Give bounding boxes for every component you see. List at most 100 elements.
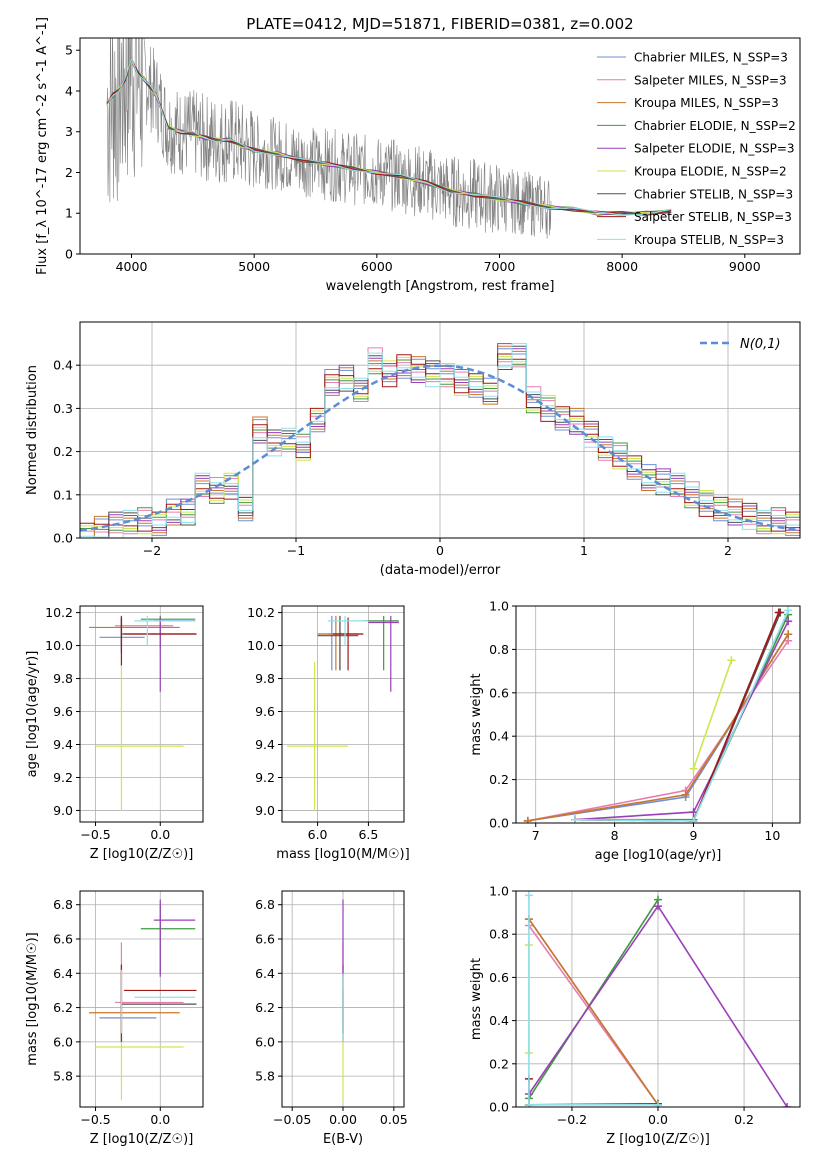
data-point-marker xyxy=(689,808,698,817)
y-tick-label: 6.6 xyxy=(53,932,73,947)
x-tick-label: −0.5 xyxy=(80,1112,110,1127)
plot-content xyxy=(287,615,399,811)
panel-age_vs_Z: −0.5 0.0 9.0 9.2 9.4 9.6 9.8 10.0 10.2 Z [log10(Z… xyxy=(25,605,204,862)
x-tick-label: 6.5 xyxy=(358,827,378,842)
y-tick-label: 10.0 xyxy=(247,638,275,653)
plot-content xyxy=(89,899,197,1101)
plot-content xyxy=(89,615,197,811)
x-axis-label: Z [log10(Z/Z☉)] xyxy=(90,1132,194,1147)
series-line-kroupa-miles xyxy=(528,918,659,1106)
panel-weight_vs_age: 7 8 9 10 0.0 0.2 0.4 0.6 0.8 1.0 age [log10(age/yr… xyxy=(469,599,801,863)
y-tick-label: 0.0 xyxy=(489,1100,509,1115)
x-tick-label: 6.0 xyxy=(308,827,328,842)
y-tick-label: 5.8 xyxy=(255,1069,275,1084)
x-tick-label: 0.00 xyxy=(329,1112,357,1127)
y-tick-label: 0.0 xyxy=(489,816,509,831)
plot-area xyxy=(282,606,404,822)
legend: Chabrier MILES, N_SSP=3 Salpeter MILES, N… xyxy=(597,51,796,247)
x-tick-label: −0.5 xyxy=(80,827,110,842)
y-tick-label: 0.0 xyxy=(53,531,73,546)
y-tick-label: 9.4 xyxy=(53,737,73,752)
y-tick-label: 6.8 xyxy=(255,897,275,912)
legend-label: Chabrier STELIB, N_SSP=3 xyxy=(634,187,793,201)
y-axis-label: mass weight xyxy=(469,673,484,755)
x-tick-label: 0.2 xyxy=(734,1112,754,1127)
y-axis-label: Flux [f_λ 10^-17 erg cm^-2 s^-1 A^-1] xyxy=(35,17,50,275)
panel-ebv: −0.05 0.00 0.05 5.8 6.0 6.2 6.4 6.6 6.8 E(B-V) xyxy=(255,890,408,1147)
x-tick-label: 2 xyxy=(724,543,732,558)
y-tick-label: 0.1 xyxy=(53,487,73,502)
data-point-marker xyxy=(784,606,793,615)
legend-label: Kroupa MILES, N_SSP=3 xyxy=(634,96,779,110)
y-axis-label: Normed distribution xyxy=(25,365,40,495)
y-tick-label: 4 xyxy=(65,83,73,98)
axes-frame xyxy=(281,605,405,823)
x-axis-label: Z [log10(Z/Z☉)] xyxy=(90,847,194,862)
plot-content xyxy=(523,606,793,823)
y-tick-label: 6.2 xyxy=(255,1000,275,1015)
x-tick-label: 0.0 xyxy=(150,827,170,842)
data-point-marker xyxy=(784,617,793,626)
y-tick-label: 6.2 xyxy=(53,1000,73,1015)
data-point-marker xyxy=(524,891,533,900)
y-tick-label: 1 xyxy=(65,206,73,221)
histogram-kroupa-stelib xyxy=(80,343,800,538)
legend-label: N(0,1) xyxy=(740,337,781,352)
model-line-kroupa-stelib xyxy=(106,57,672,216)
data-point-marker xyxy=(654,902,662,911)
panel-spectrum: 4000 5000 6000 7000 8000 9000 0 1 2 3 4 5 wavelength… xyxy=(35,17,801,294)
x-tick-label: −1 xyxy=(287,543,305,558)
axes-frame xyxy=(515,605,801,824)
y-tick-label: 0.8 xyxy=(489,642,509,657)
legend: N(0,1) xyxy=(700,337,781,352)
data-point-marker xyxy=(571,815,580,823)
y-axis-label: mass [log10(M/M☉)] xyxy=(25,932,40,1065)
y-tick-label: 6.4 xyxy=(255,966,275,981)
y-tick-label: 6.0 xyxy=(53,1034,73,1049)
y-tick-label: 1.0 xyxy=(489,599,509,614)
legend-label: Chabrier MILES, N_SSP=3 xyxy=(634,51,788,65)
data-point-marker xyxy=(689,816,698,823)
y-tick-label: 9.2 xyxy=(255,770,275,785)
y-tick-label: 9.6 xyxy=(53,704,73,719)
legend-label: Salpeter MILES, N_SSP=3 xyxy=(634,73,787,87)
x-tick-label: 0.0 xyxy=(648,1112,668,1127)
data-point-marker xyxy=(681,790,690,799)
plot-area xyxy=(80,38,800,254)
panel-weight_vs_Z: −0.2 0.0 0.2 0.0 0.2 0.4 0.6 0.8 1.0 Z [log10(Z/Z… xyxy=(469,884,801,1147)
x-tick-label: 8000 xyxy=(606,259,638,274)
plot-area xyxy=(80,891,203,1107)
series-line-kroupa-elodie xyxy=(692,660,733,770)
y-tick-label: 0.6 xyxy=(489,685,509,700)
y-tick-label: 9.0 xyxy=(53,803,73,818)
y-tick-label: 5.8 xyxy=(53,1069,73,1084)
y-tick-label: 6.8 xyxy=(53,897,73,912)
data-point-marker xyxy=(654,1100,662,1107)
y-tick-label: 10.2 xyxy=(45,605,73,620)
plot-area xyxy=(80,606,203,822)
x-tick-label: 7 xyxy=(532,828,540,843)
y-tick-label: 0 xyxy=(65,247,73,262)
data-point-marker xyxy=(774,608,783,617)
panel-mass_vs_Z: −0.5 0.0 5.8 6.0 6.2 6.4 6.6 6.8 Z [log10(Z/Z☉)]… xyxy=(25,890,204,1147)
y-tick-label: 1.0 xyxy=(489,884,509,899)
x-tick-label: 1 xyxy=(580,543,588,558)
x-tick-label: 4000 xyxy=(116,259,148,274)
y-tick-label: 6.6 xyxy=(255,932,275,947)
y-tick-label: 9.0 xyxy=(255,803,275,818)
y-tick-label: 9.8 xyxy=(53,671,73,686)
y-tick-label: 0.6 xyxy=(489,970,509,985)
plot-content xyxy=(80,343,800,538)
y-tick-label: 9.6 xyxy=(255,704,275,719)
axes-frame xyxy=(79,605,204,823)
x-axis-label: wavelength [Angstrom, rest frame] xyxy=(326,279,555,294)
y-tick-label: 9.8 xyxy=(255,671,275,686)
y-tick-label: 9.2 xyxy=(53,770,73,785)
x-axis-label: mass [log10(M/M☉)] xyxy=(276,847,409,862)
normal-curve-line xyxy=(80,364,800,532)
y-tick-label: 3 xyxy=(65,124,73,139)
x-tick-label: 5000 xyxy=(238,259,270,274)
y-axis-label: age [log10(age/yr)] xyxy=(25,651,40,778)
data-point-marker xyxy=(784,630,793,639)
data-point-marker xyxy=(524,1100,533,1107)
